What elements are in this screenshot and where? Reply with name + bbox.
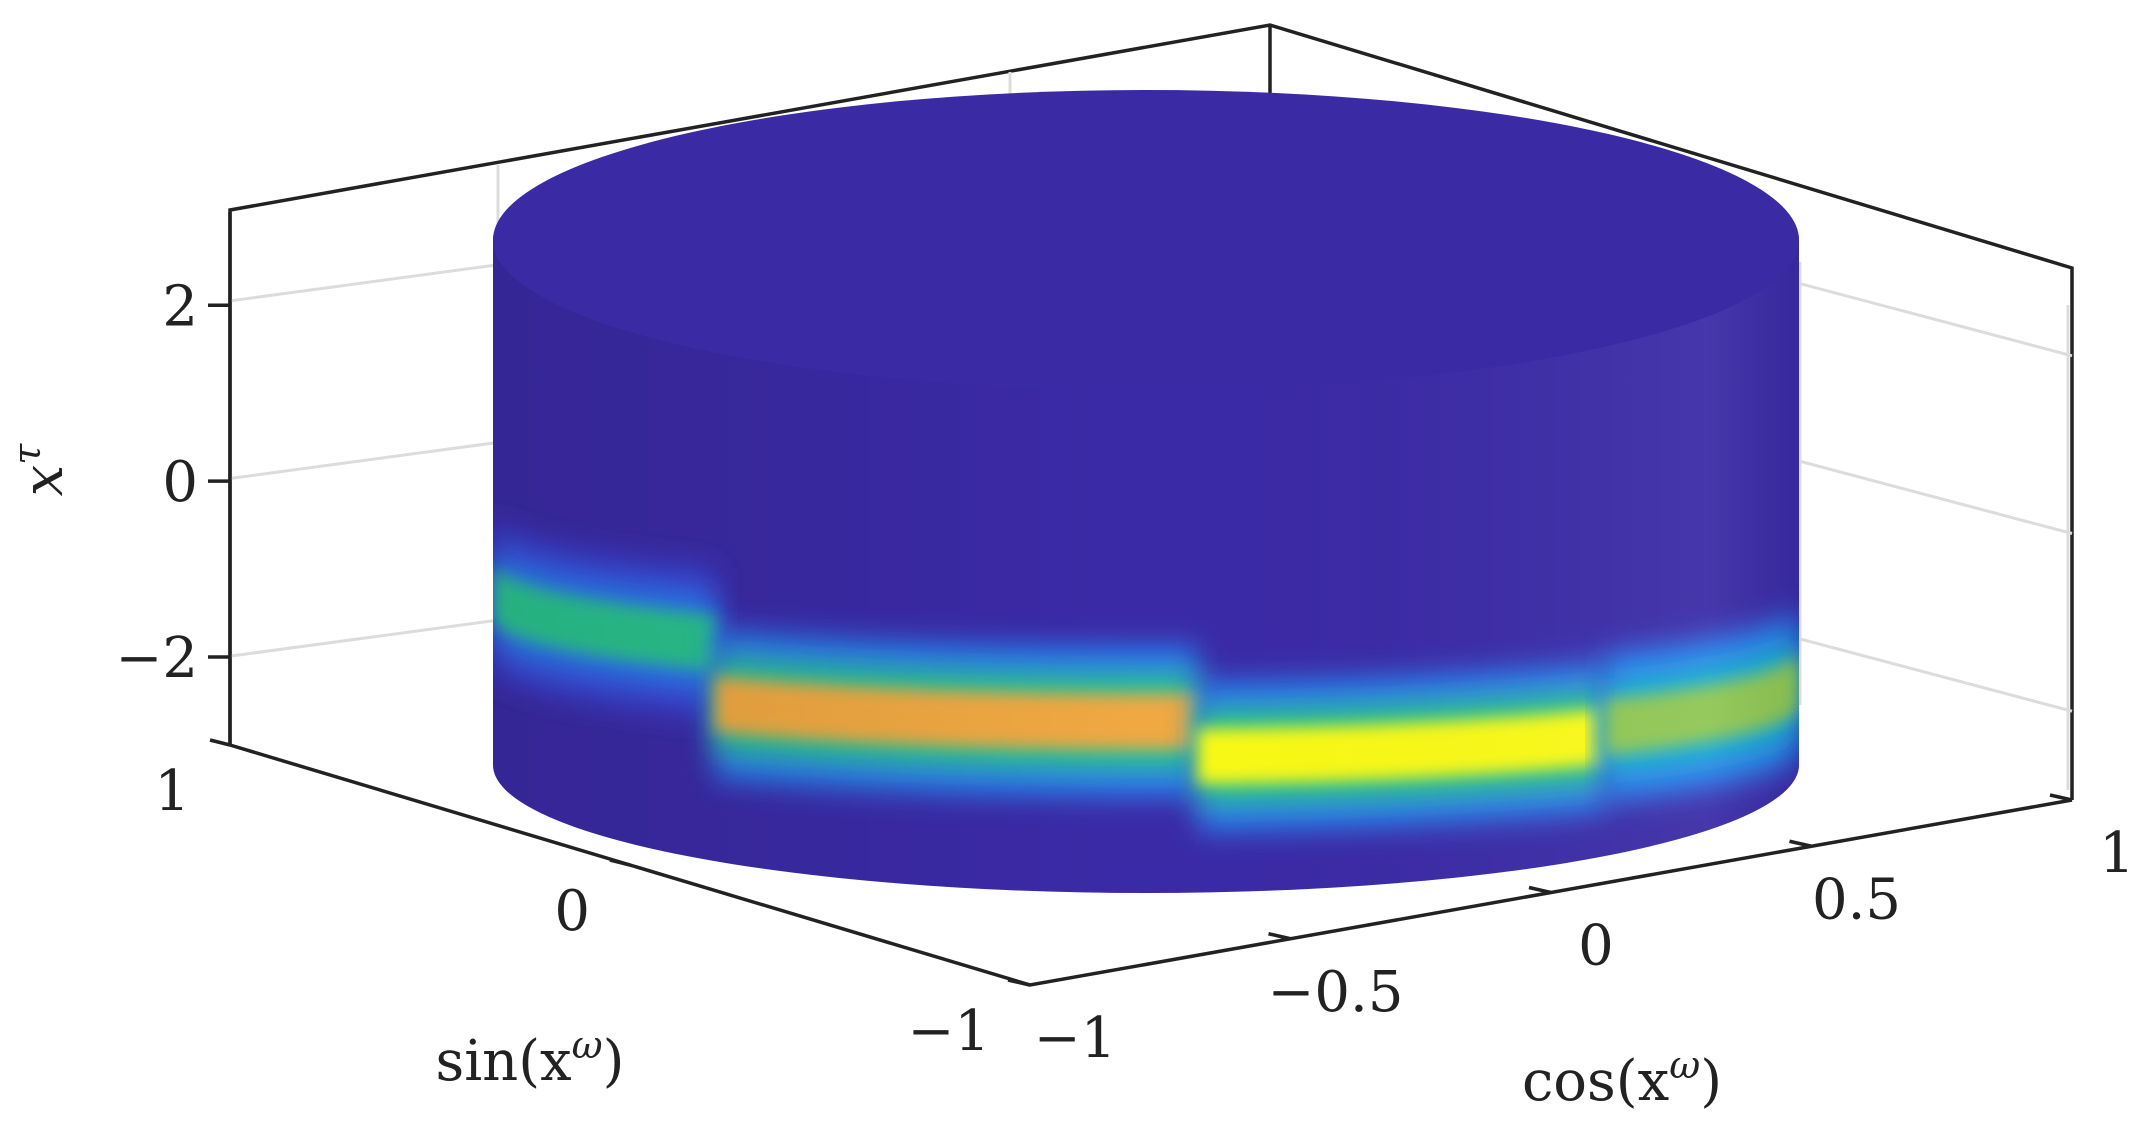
x-tick-label: −0.5: [1268, 960, 1404, 1025]
y-tick: [209, 738, 231, 747]
cylinder-top-cap: [493, 90, 1799, 390]
y-tick-label: 1: [154, 759, 190, 824]
x-tick-label: −1: [1034, 1006, 1117, 1071]
z-tick-label: 0: [162, 450, 198, 515]
z-tick-label: −2: [115, 626, 198, 691]
axis-ticks: −2 0 2 −1 0 1 −1 −0.5 0 0.5 1: [115, 274, 2134, 1071]
x-tick: [1789, 839, 1812, 848]
x-tick: [1007, 978, 1031, 987]
y-tick-label: −1: [907, 999, 990, 1064]
x-tick-label: 0: [1578, 914, 1614, 979]
z-tick-label: 2: [162, 274, 198, 339]
x-tick: [1528, 885, 1552, 895]
y-tick-label: 0: [554, 879, 590, 944]
y-tick: [609, 858, 631, 867]
cylinder-surface: [493, 90, 1799, 893]
x-tick-label: 1: [2099, 821, 2135, 886]
z-axis-label: xτ: [5, 443, 76, 497]
x-axis-label: cos(xω): [1522, 1043, 1722, 1114]
x-tick: [1268, 932, 1291, 941]
x-tick: [2049, 793, 2073, 802]
y-axis-label: sin(xω): [435, 1023, 624, 1094]
x-tick-label: 0.5: [1812, 867, 1901, 932]
